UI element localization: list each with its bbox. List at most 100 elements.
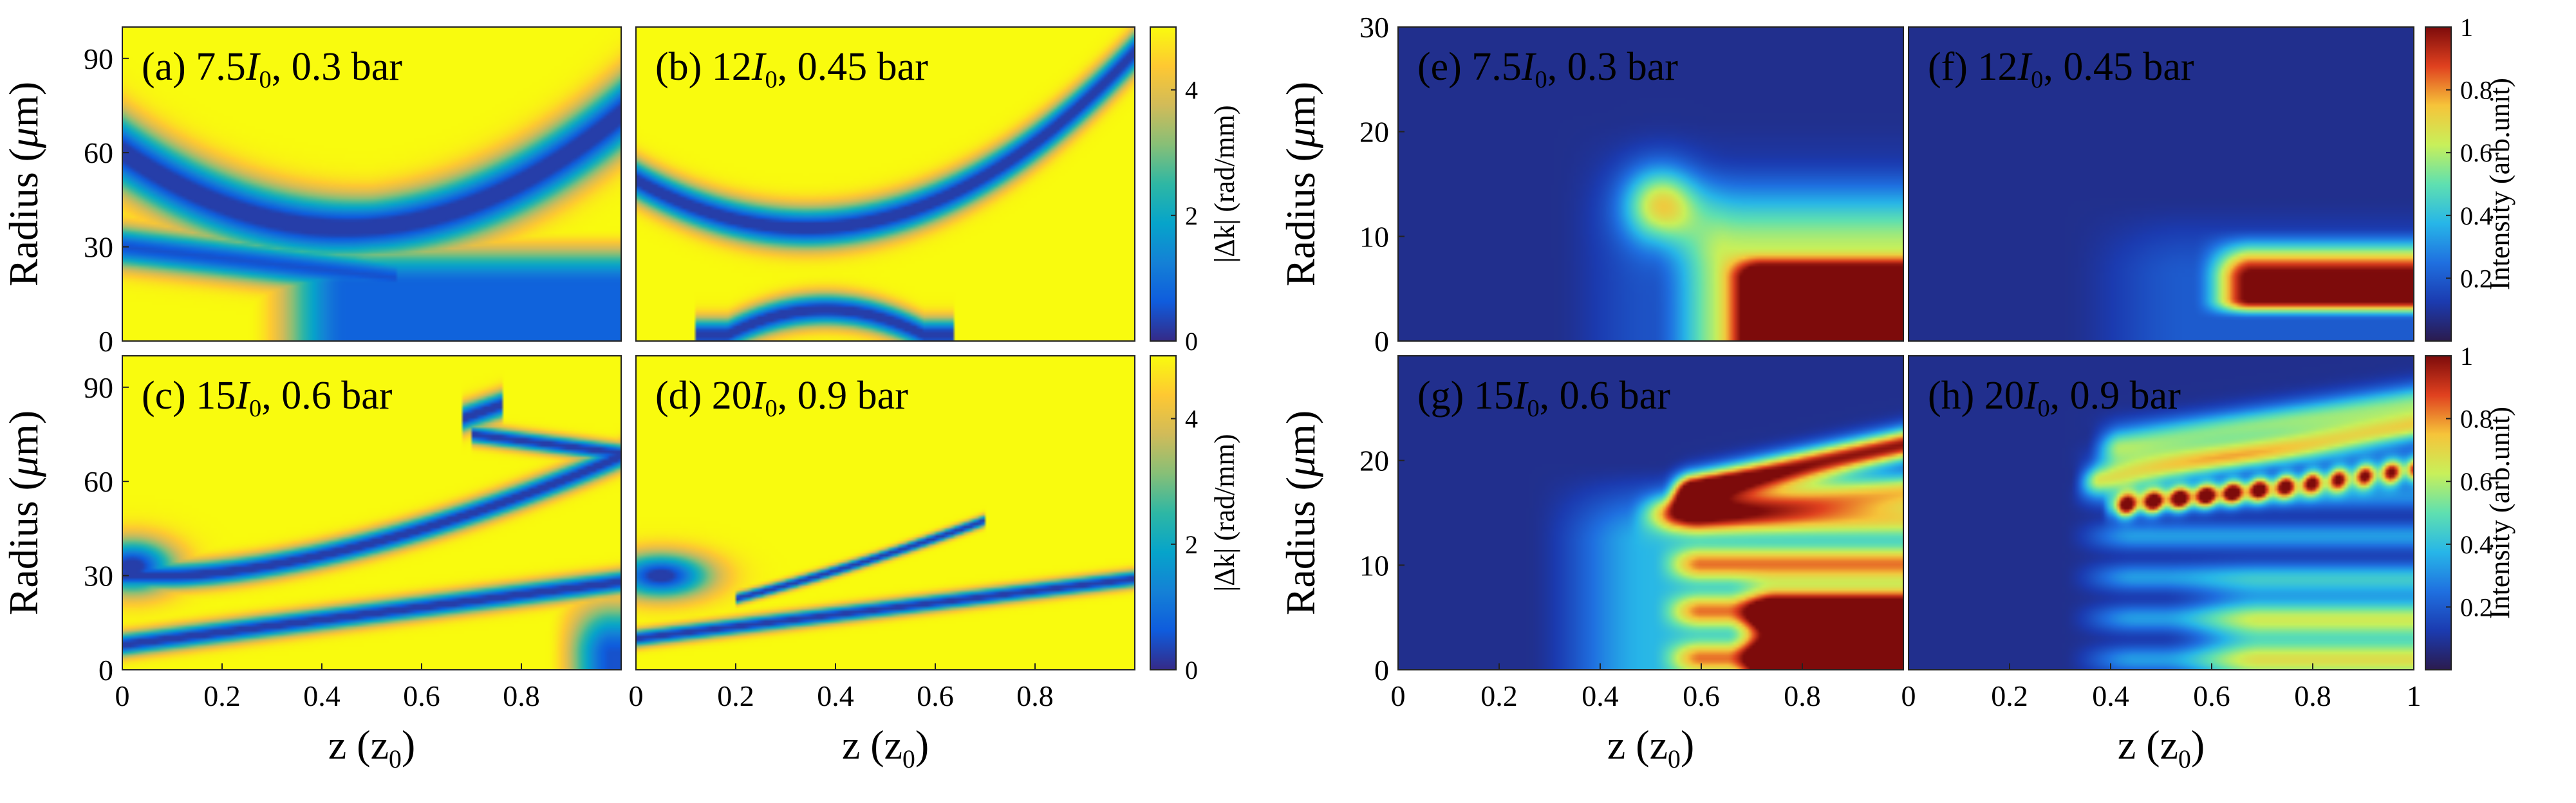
intensity-colorbar-top-tick-label: 0.6 xyxy=(2460,138,2492,167)
y-tick-label-c: 30 xyxy=(84,560,113,593)
intensity-colorbar-top-bar xyxy=(2425,26,2452,342)
y-tick-label-e: 20 xyxy=(1359,116,1389,149)
x-tick-label-h: 1 xyxy=(2407,679,2422,712)
axes-frame-a xyxy=(122,26,622,342)
y-tick-label-g: 0 xyxy=(1374,654,1389,687)
intensity-colorbar-bottom-tick-label: 1 xyxy=(2460,342,2473,371)
y-tick-label-a: 30 xyxy=(84,231,113,264)
axes-frame-d xyxy=(635,355,1135,670)
y-tick-label-e: 30 xyxy=(1359,11,1389,44)
intensity-colorbar-bottom-tick-label: 0.2 xyxy=(2460,593,2492,622)
y-tick-label-a: 90 xyxy=(84,42,113,75)
panel-label-h: (h) 20I0, 0.9 bar xyxy=(1928,374,2181,422)
dk-colorbar-bottom-bar xyxy=(1150,355,1177,670)
intensity-colorbar-bottom-tick-label: 0.4 xyxy=(2460,530,2492,559)
y-tick-label-a: 0 xyxy=(98,325,113,358)
panel-label-d: (d) 20I0, 0.9 bar xyxy=(655,374,908,422)
heatmap-d xyxy=(636,356,1135,670)
axes-frame-g xyxy=(1397,355,1904,670)
y-axis-label-c: Radius (μm) xyxy=(1,411,46,615)
heatmap-f xyxy=(1909,27,2414,341)
dk-colorbar-top: 0 2 4 |Δk| (rad/mm) xyxy=(1150,26,1240,356)
dk-colorbar-bottom-tick-label: 4 xyxy=(1185,405,1198,434)
x-tick-label-d: 0 xyxy=(629,679,644,712)
x-axis-label-c: z (z0) xyxy=(328,722,415,773)
dk-colorbar-top-label: |Δk| (rad/mm) xyxy=(1209,105,1240,263)
x-tick-label-c: 0.8 xyxy=(503,679,540,712)
x-axis-label-d: z (z0) xyxy=(842,722,929,773)
axes-frame-b xyxy=(635,26,1135,342)
panel-a: (a) 7.5I0, 0.3 bar 0 30 60 90 Radius (μm) xyxy=(1,26,622,358)
x-tick-label-g: 0 xyxy=(1391,679,1406,712)
dk-colorbar-top-tick-label: 0 xyxy=(1185,327,1198,356)
intensity-colorbar-top: 0.2 0.4 0.6 0.8 1 Intensity (arb.unit) xyxy=(2425,13,2515,342)
axes-frame-e xyxy=(1397,26,1904,342)
panel-f: (f) 12I0, 0.45 bar xyxy=(1908,26,2414,342)
intensity-colorbar-bottom-tick-label: 0.8 xyxy=(2460,405,2492,434)
heatmap-e xyxy=(1398,27,1903,341)
dk-colorbar-bottom-tick-label: 2 xyxy=(1185,530,1198,559)
heatmap-g xyxy=(1398,356,1903,670)
y-tick-label-c: 60 xyxy=(84,465,113,498)
panel-label-f: (f) 12I0, 0.45 bar xyxy=(1928,45,2194,93)
axes-frame-c xyxy=(122,355,622,670)
y-tick-label-c: 0 xyxy=(98,654,113,687)
heatmap-a xyxy=(122,27,621,341)
panel-c: (c) 15I0, 0.6 bar 0 30 60 90 0 0.2 0.4 0.6 0.8 z (… xyxy=(1,355,622,773)
x-tick-label-c: 0 xyxy=(115,679,130,712)
x-tick-label-h: 0.4 xyxy=(2092,679,2129,712)
dk-colorbar-bottom-tick-label: 0 xyxy=(1185,656,1198,685)
panel-label-g: (g) 15I0, 0.6 bar xyxy=(1417,374,1670,422)
dk-colorbar-bottom: 0 2 4 |Δk| (rad/mm) xyxy=(1150,355,1240,685)
axes-frame-h xyxy=(1908,355,2414,670)
dk-colorbar-top-bar xyxy=(1150,26,1177,342)
x-tick-label-g: 0.6 xyxy=(1683,679,1720,712)
y-tick-label-c: 90 xyxy=(84,371,113,404)
x-tick-label-d: 0.4 xyxy=(817,679,854,712)
panel-label-b: (b) 12I0, 0.45 bar xyxy=(655,45,928,93)
y-tick-label-g: 20 xyxy=(1359,445,1389,477)
heatmap-b xyxy=(636,27,1135,341)
y-tick-label-g: 10 xyxy=(1359,549,1389,582)
panel-g: (g) 15I0, 0.6 bar 0 10 20 0 0.2 0.4 0.6 0.8 z (z0… xyxy=(1278,355,1904,773)
x-tick-label-g: 0.4 xyxy=(1582,679,1619,712)
panel-e: (e) 7.5I0, 0.3 bar 0 10 20 30 Radius (μm) xyxy=(1278,11,1904,358)
panel-label-e: (e) 7.5I0, 0.3 bar xyxy=(1417,45,1678,93)
x-axis-label-h: z (z0) xyxy=(2118,722,2205,773)
x-axis-label-g: z (z0) xyxy=(1607,722,1694,773)
intensity-colorbar-bottom-bar xyxy=(2425,355,2452,670)
x-tick-label-c: 0.2 xyxy=(203,679,241,712)
x-tick-label-h: 0.2 xyxy=(1991,679,2028,712)
y-tick-label-e: 10 xyxy=(1359,220,1389,253)
panel-label-c: (c) 15I0, 0.6 bar xyxy=(142,374,393,422)
x-tick-label-d: 0.2 xyxy=(717,679,754,712)
x-tick-label-h: 0 xyxy=(1901,679,1916,712)
intensity-colorbar-top-tick-label: 0.2 xyxy=(2460,264,2492,293)
intensity-colorbar-top-tick-label: 0.8 xyxy=(2460,76,2492,105)
x-tick-label-h: 0.6 xyxy=(2193,679,2230,712)
y-axis-label-a: Radius (μm) xyxy=(1,82,46,286)
heatmap-c xyxy=(122,356,621,670)
panel-d: (d) 20I0, 0.9 bar 0 0.2 0.4 0.6 0.8 z (z0) xyxy=(629,355,1135,773)
intensity-colorbar-top-tick-label: 1 xyxy=(2460,13,2473,42)
intensity-colorbar-top-tick-label: 0.4 xyxy=(2460,201,2492,230)
x-tick-label-g: 0.2 xyxy=(1480,679,1518,712)
x-tick-label-c: 0.6 xyxy=(403,679,440,712)
panel-h: (h) 20I0, 0.9 bar 0 0.2 0.4 0.6 0.8 1 z (z0) xyxy=(1901,355,2422,773)
x-tick-label-d: 0.8 xyxy=(1016,679,1054,712)
intensity-colorbar-bottom: 0.2 0.4 0.6 0.8 1 Intensity (arb.unit) xyxy=(2425,342,2515,670)
y-tick-label-e: 0 xyxy=(1374,325,1389,358)
x-tick-label-c: 0.4 xyxy=(303,679,341,712)
dk-colorbar-bottom-label: |Δk| (rad/mm) xyxy=(1209,434,1240,591)
x-tick-label-g: 0.8 xyxy=(1784,679,1821,712)
panel-b: (b) 12I0, 0.45 bar xyxy=(635,26,1135,342)
intensity-colorbar-top-label: Intensity (arb.unit) xyxy=(2484,78,2515,290)
panel-label-a: (a) 7.5I0, 0.3 bar xyxy=(142,45,402,93)
axes-frame-f xyxy=(1908,26,2414,342)
intensity-colorbar-bottom-label: Intensity (arb.unit) xyxy=(2484,407,2515,619)
dk-colorbar-top-tick-label: 2 xyxy=(1185,201,1198,230)
intensity-colorbar-bottom-tick-label: 0.6 xyxy=(2460,467,2492,496)
y-axis-label-e: Radius (μm) xyxy=(1278,82,1323,286)
y-tick-label-a: 60 xyxy=(84,136,113,169)
